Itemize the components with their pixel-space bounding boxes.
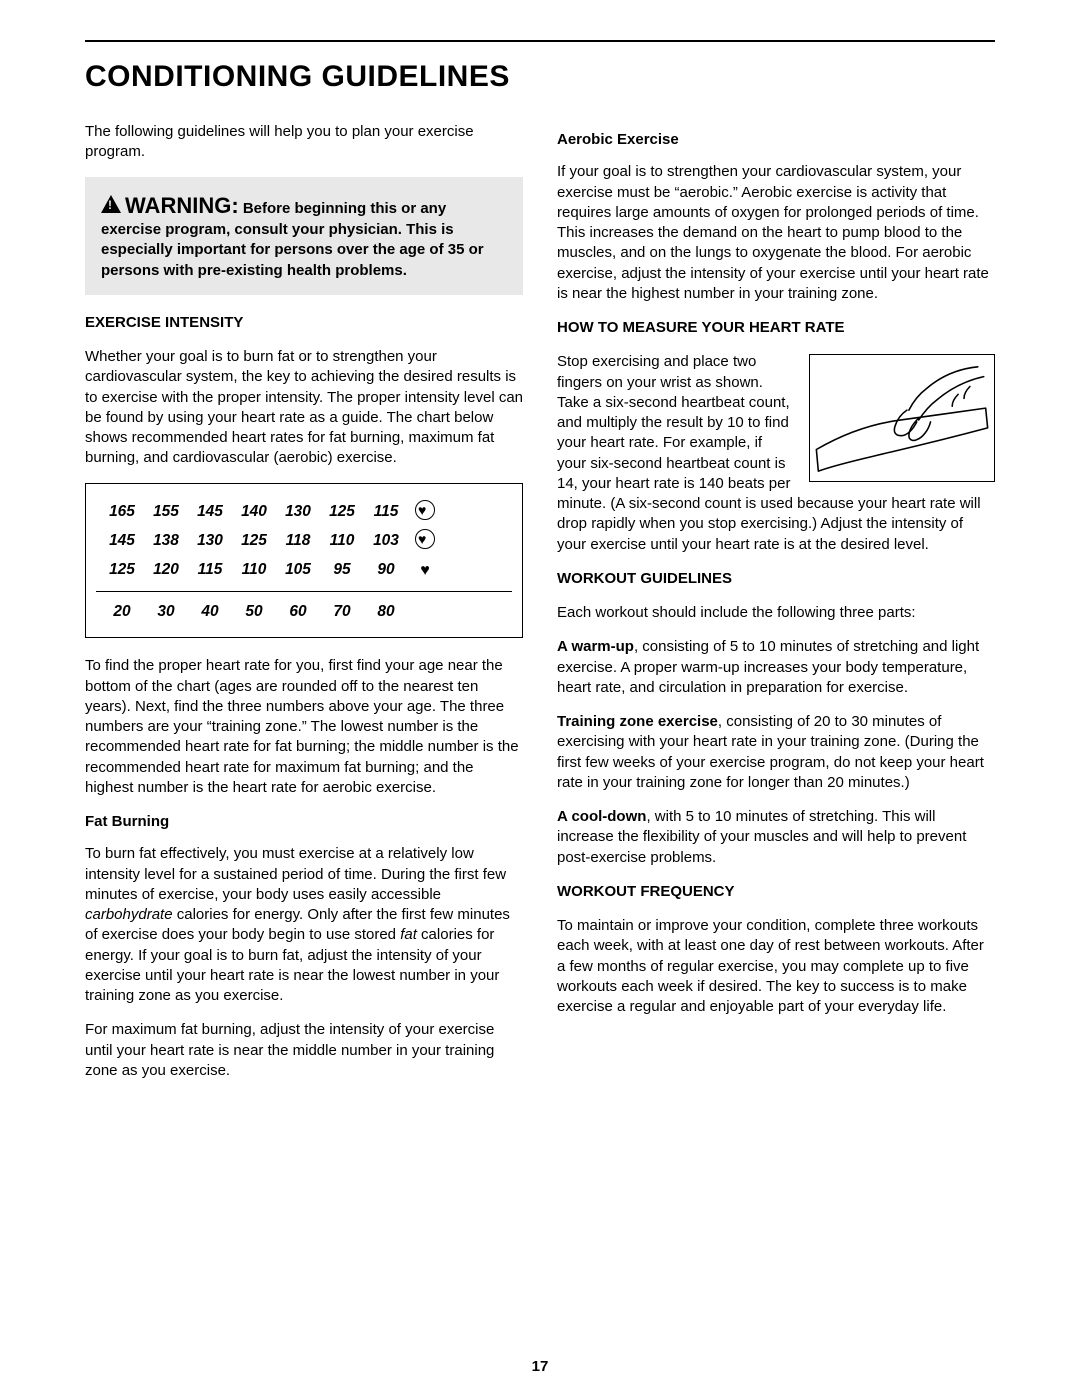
aerobic-paragraph: If your goal is to strengthen your cardi… [557, 162, 995, 304]
measure-hr-heading: HOW TO MEASURE YOUR HEART RATE [557, 318, 995, 338]
heart-solid-icon [408, 560, 442, 582]
warning-lead: WARNING: [125, 193, 239, 218]
workout-guidelines-heading: WORKOUT GUIDELINES [557, 569, 995, 589]
heart-outline-icon [408, 502, 442, 523]
chart-row-ages: 20 30 40 50 60 70 80 [96, 598, 512, 627]
heart-rate-chart: 165 155 145 140 130 125 115 145 138 130 … [85, 483, 523, 639]
fat-burning-heading: Fat Burning [85, 812, 523, 832]
intensity-paragraph: Whether your goal is to burn fat or to s… [85, 347, 523, 469]
training-zone-paragraph: To find the proper heart rate for you, f… [85, 656, 523, 798]
workout-frequency-heading: WORKOUT FREQUENCY [557, 882, 995, 902]
heart-ring-icon [408, 531, 442, 552]
max-fat-burning-paragraph: For maximum fat burning, adjust the inte… [85, 1020, 523, 1081]
wrist-hand-icon [810, 355, 994, 481]
wrist-pulse-illustration [809, 354, 995, 482]
warning-box: WARNING: Before beginning this or any ex… [85, 177, 523, 295]
workout-frequency-paragraph: To maintain or improve your condition, c… [557, 916, 995, 1017]
aerobic-heading: Aerobic Exercise [557, 130, 995, 150]
chart-row-fatburn: 125 120 115 110 105 95 90 [96, 556, 512, 593]
left-column: The following guidelines will help you t… [85, 122, 523, 1095]
page-title: CONDITIONING GUIDELINES [85, 60, 995, 94]
workout-parts-intro: Each workout should include the followin… [557, 603, 995, 623]
fat-burning-paragraph: To burn fat effectively, you must exerci… [85, 844, 523, 1006]
cooldown-paragraph: A cool-down, with 5 to 10 minutes of str… [557, 807, 995, 868]
intro-text: The following guidelines will help you t… [85, 122, 523, 163]
chart-row-maxfat: 145 138 130 125 118 110 103 [96, 527, 512, 556]
page-number: 17 [532, 1358, 549, 1375]
top-rule [85, 40, 995, 42]
training-zone-ex-paragraph: Training zone exercise, consisting of 20… [557, 712, 995, 793]
exercise-intensity-heading: EXERCISE INTENSITY [85, 313, 523, 333]
chart-row-aerobic: 165 155 145 140 130 125 115 [96, 498, 512, 527]
warmup-paragraph: A warm-up, consisting of 5 to 10 minutes… [557, 637, 995, 698]
right-column: Aerobic Exercise If your goal is to stre… [557, 122, 995, 1095]
two-column-layout: The following guidelines will help you t… [85, 122, 995, 1095]
warning-triangle-icon [101, 195, 121, 213]
